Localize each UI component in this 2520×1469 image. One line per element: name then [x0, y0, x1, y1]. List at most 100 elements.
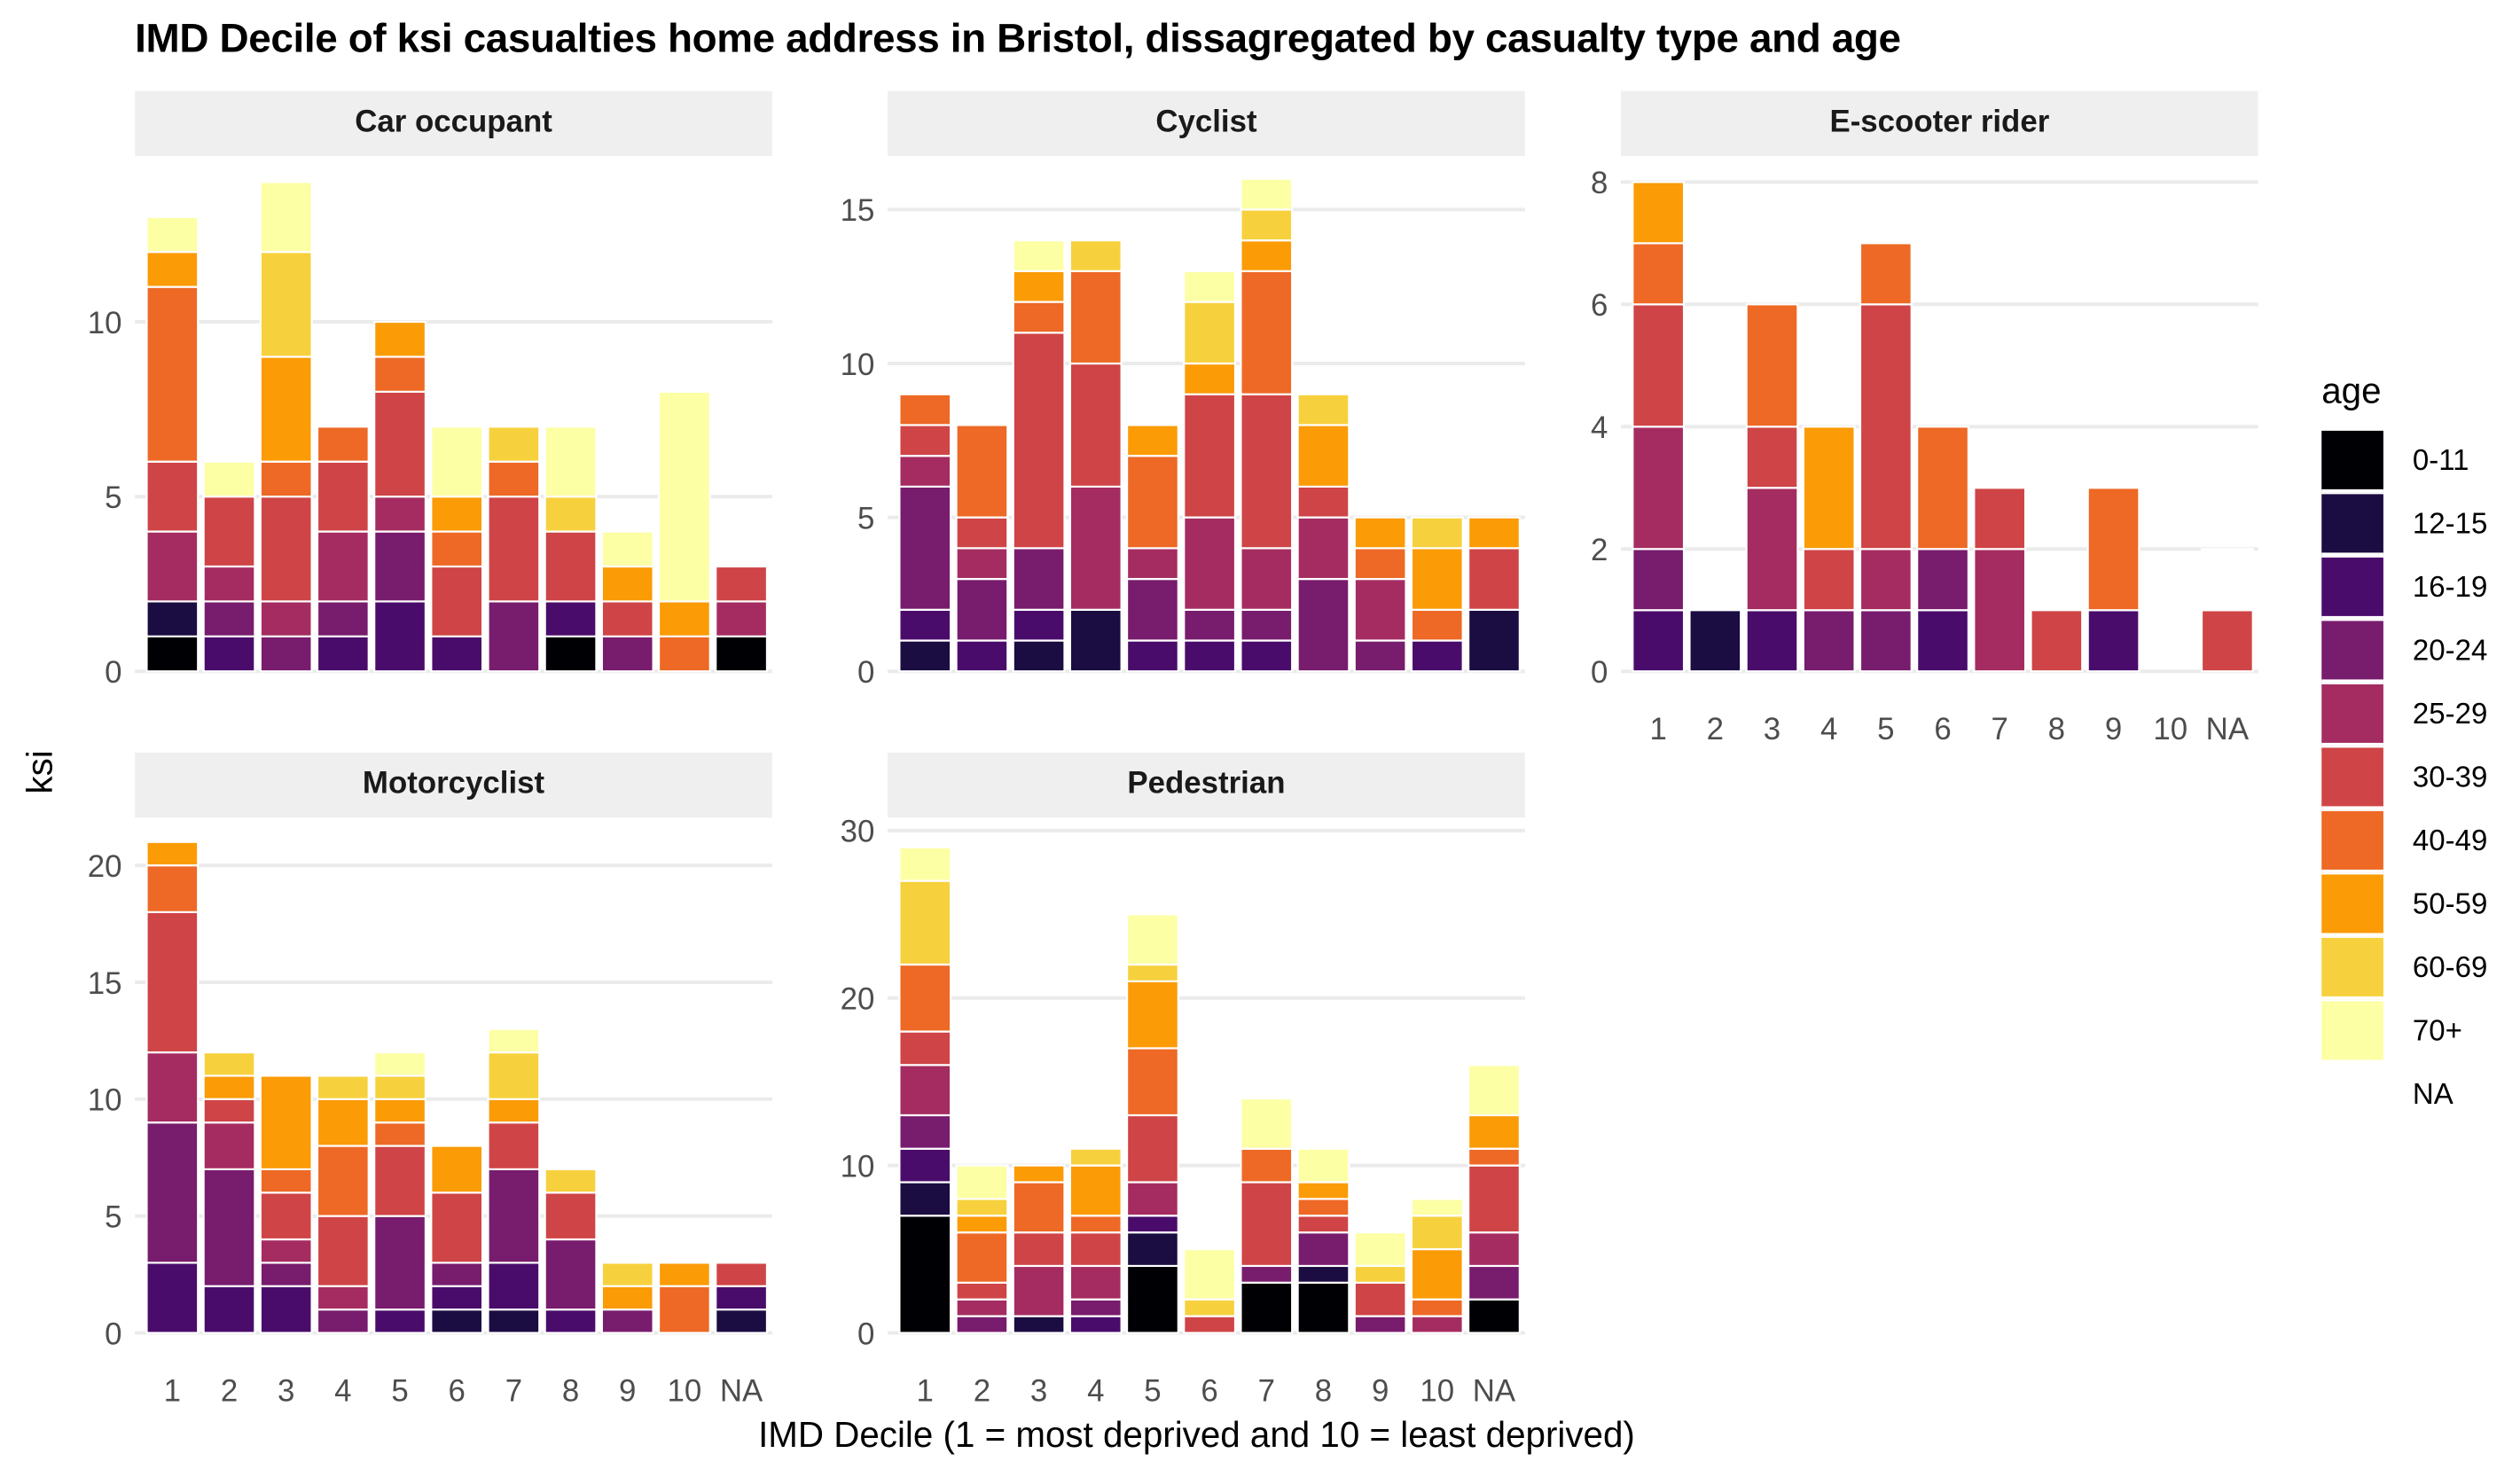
bar-segment-25-29-decile-5: [1125, 547, 1179, 581]
y-tick-label: 4: [1591, 410, 1608, 445]
y-tick-label: 5: [105, 481, 121, 515]
legend-item: 30-39: [2321, 746, 2487, 810]
x-tick-label: 8: [1315, 1373, 1332, 1408]
facet-plot-area: 0 5 10: [88, 181, 772, 690]
y-tick-label: 10: [88, 1083, 122, 1118]
bar-segment-30-39-decile-7: [487, 496, 541, 603]
x-tick-label: 6: [1201, 1373, 1217, 1408]
bar-segment-50-59-decile-4: [1802, 426, 1856, 551]
bar-segment-50-59-decile-9: [600, 1285, 654, 1311]
bar-segment-60-69-decile-4: [1068, 1147, 1123, 1167]
legend-label: 12-15: [2412, 507, 2488, 540]
bar-segment-50-59-decile-6: [1183, 362, 1237, 395]
bar-segment-25-29-decile-2: [202, 565, 256, 603]
legend-swatch: [2321, 683, 2383, 746]
bar-segment-20-24-decile-3: [259, 1262, 313, 1287]
x-tick-label: 2: [974, 1373, 990, 1408]
x-tick-label: 4: [1820, 712, 1837, 746]
bar-segment-60-69-decile-8: [544, 1168, 598, 1194]
bar-segment-30-39-decile-1: [898, 424, 952, 457]
bar-segment-30-39-decile-8: [544, 1192, 598, 1241]
bar-segment-60-69-decile-8: [1296, 393, 1350, 426]
legend-item: 70+: [2321, 1000, 2487, 1064]
legend-label: 40-49: [2412, 824, 2488, 857]
bar-segment-20-24-decile-2: [202, 600, 256, 637]
bar-segment-50-59-decile-5: [373, 1098, 427, 1124]
y-tick-label: 15: [841, 193, 875, 228]
legend-item: 50-59: [2321, 873, 2487, 937]
x-tick-label: 3: [278, 1373, 294, 1408]
x-tick-label: NA: [720, 1373, 763, 1408]
bar-segment-30-39-decile-2: [202, 496, 256, 568]
bar-segment-16-19-decile-2: [955, 639, 1009, 673]
bar-segment-60-69-decile-7: [487, 426, 541, 463]
legend-swatch: [2321, 809, 2383, 872]
bar-segment-30-39-decile-6: [430, 1192, 484, 1264]
facet-e-scooter-rider: E-scooter rider 0 2 4 6 8 1 2 3 4 5 6 7 8 9 10 NA: [1591, 90, 2258, 770]
legend-swatch: [2321, 556, 2383, 619]
bar-segment-16-19-decile-5: [1125, 639, 1179, 673]
bar-segment-50-59-decile-10: [657, 600, 711, 637]
legend-swatch: [2321, 746, 2383, 809]
bar-segment-30-39-decile-1: [145, 910, 200, 1054]
bar-segment-70plus-decile-9: [1353, 1231, 1407, 1268]
bar-segment-60-69-decile-2: [955, 1198, 1009, 1217]
facet-strip-label: Car occupant: [135, 90, 772, 157]
bar-segment-70plus-decile-7: [1240, 1097, 1294, 1150]
bar-segment-50-59-decile-4: [316, 1098, 370, 1147]
bar-segment-30-39-decile-3: [1012, 332, 1066, 550]
legend-swatch: [2321, 1064, 2383, 1126]
bar-segment-25-29-decile-6: [1183, 516, 1237, 611]
bar-segment-30-39-decile-1: [1632, 303, 1686, 428]
bar-segment-25-29-decile-5: [1125, 1181, 1179, 1217]
facet-plot-area: 0 10 20 30 1 2 3 4 5 6 7 8 9 10 NA: [841, 815, 1525, 1408]
legend-label: 70+: [2412, 1014, 2462, 1047]
x-tick-label: 9: [1372, 1373, 1389, 1408]
bar-segment-30-39-decile-6: [1183, 1315, 1237, 1334]
bar-segment-30-39-decile-3: [259, 496, 313, 603]
bar-segment-30-39-decile-5: [373, 1145, 427, 1217]
legend-label: 30-39: [2412, 761, 2488, 793]
bar-segment-70plus-decile-1: [145, 215, 200, 254]
bar-segment-12-15-decile-1: [898, 639, 952, 673]
bar-segment-50-59-decile-10: [1410, 547, 1464, 611]
bar-segment-20-24-decile-7: [487, 600, 541, 673]
bar-segment-40-49-decile-1: [145, 864, 200, 913]
legend-item: 40-49: [2321, 809, 2487, 873]
bar-segment-25-29-decile-2: [955, 1298, 1009, 1317]
bar-segment-20-24-decile-1: [898, 1113, 952, 1150]
bar-segment-20-24-decile-3: [259, 635, 313, 673]
y-tick-label: 10: [841, 348, 875, 382]
bar-segment-30-39-decile-3: [1012, 1231, 1066, 1268]
bar-segment-20-24-decile-7: [1240, 1264, 1294, 1284]
x-tick-label: 7: [1992, 712, 2008, 746]
bar-segment-0-11-decile-na: [1467, 1298, 1521, 1334]
bar-segment-40-49-decile-4: [1068, 270, 1123, 365]
bar-segment-50-59-decile-1: [1632, 181, 1686, 245]
bar-segment-70plus-decile-1: [898, 846, 952, 882]
legend-label: 25-29: [2412, 697, 2488, 731]
bar-segment-60-69-decile-8: [544, 496, 598, 533]
bar-segment-40-49-decile-2: [955, 424, 1009, 519]
bar-segment-40-49-decile-3: [259, 460, 313, 498]
bar-segment-50-59-decile-10: [657, 1262, 711, 1287]
bar-segment-16-19-decile-4: [316, 635, 370, 673]
legend-label: 60-69: [2412, 950, 2488, 984]
y-tick-label: 15: [88, 966, 122, 1001]
bar-segment-12-15-decile-3: [1012, 1315, 1066, 1334]
bar-segment-70plus-decile-2: [202, 460, 256, 498]
y-tick-label: 20: [88, 849, 122, 884]
bar-segment-16-19-decile-1: [145, 1262, 200, 1334]
bar-segment-30-39-decile-9: [1353, 1281, 1407, 1317]
bar-segment-40-49-decile-10: [1410, 608, 1464, 642]
bar-segment-12-15-decile-1: [898, 1181, 952, 1217]
bar-segment-20-24-decile-9: [600, 635, 654, 673]
x-tick-label: 10: [1420, 1373, 1454, 1408]
legend-label: 50-59: [2412, 887, 2488, 920]
bar-segment-40-49-decile-5: [1125, 1047, 1179, 1117]
y-tick-label: 0: [857, 655, 874, 690]
bar-segment-50-59-decile-8: [1296, 1181, 1350, 1200]
bar-segment-50-59-decile-7: [1240, 239, 1294, 272]
bar-segment-16-19-decile-6: [430, 1285, 484, 1311]
bar-segment-12-15-decile-8: [1296, 1264, 1350, 1284]
